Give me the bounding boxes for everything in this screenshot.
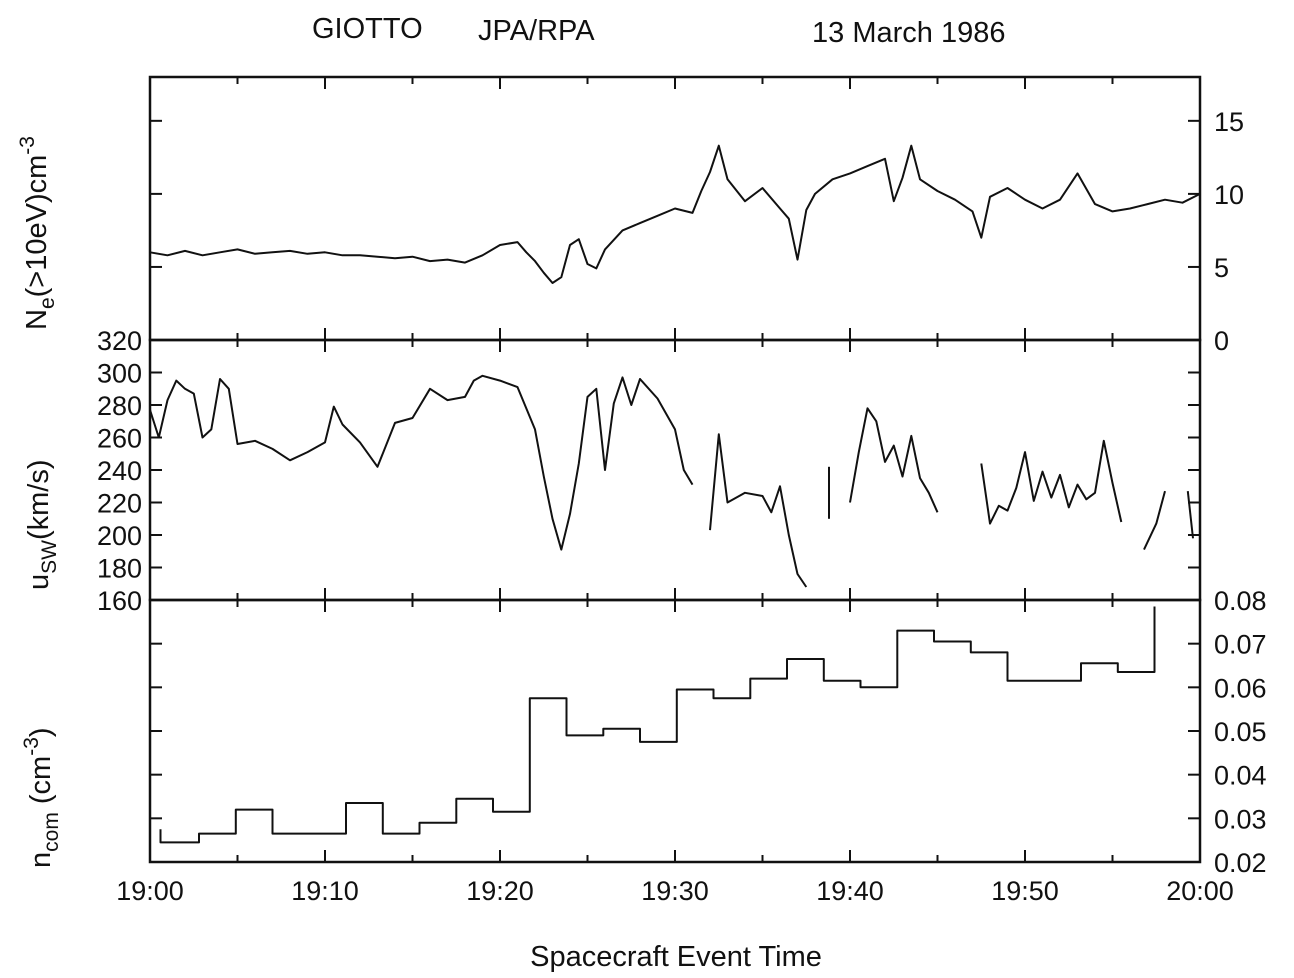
y-tick-label: 300 bbox=[97, 359, 142, 389]
data-line-segment bbox=[709, 433, 808, 588]
y-tick-label: 160 bbox=[97, 586, 142, 616]
y-axis-label-solar-wind-speed: uSW(km/s) bbox=[23, 460, 61, 591]
y-axis-label-cometary-ion-density: ncom (cm-3) bbox=[20, 727, 63, 868]
y-tick-label: 220 bbox=[97, 489, 142, 519]
y-tick-label: 0.04 bbox=[1214, 761, 1267, 791]
y-tick-label: 260 bbox=[97, 424, 142, 454]
y-tick-label: 240 bbox=[97, 456, 142, 486]
y-tick-label: 15 bbox=[1214, 107, 1244, 137]
y-tick-label: 200 bbox=[97, 521, 142, 551]
data-line bbox=[149, 144, 1201, 284]
y-tick-label: 280 bbox=[97, 391, 142, 421]
x-tick-label: 20:00 bbox=[1166, 876, 1234, 906]
y-tick-label: 180 bbox=[97, 554, 142, 584]
y-tick-label: 0.02 bbox=[1214, 848, 1267, 878]
x-tick-label: 19:40 bbox=[816, 876, 884, 906]
y-tick-label: 320 bbox=[97, 326, 142, 356]
y-tick-label: 0.05 bbox=[1214, 717, 1267, 747]
x-axis-label: Spacecraft Event Time bbox=[530, 941, 822, 973]
header-date: 13 March 1986 bbox=[812, 17, 1005, 49]
panel-cometary-ion-density: 0.02 0.03 0.04 0.05 0.06 0.07 0.08 19:00 19:10 19… bbox=[116, 586, 1266, 906]
data-line-segment bbox=[1186, 490, 1194, 539]
y-tick-label: 0.06 bbox=[1214, 673, 1267, 703]
data-line-segment bbox=[149, 374, 694, 551]
data-line-segment bbox=[849, 407, 939, 513]
data-line-segment bbox=[980, 439, 1123, 525]
y-tick-label: 0 bbox=[1214, 326, 1229, 356]
data-step-line bbox=[159, 606, 1156, 844]
data-line-segment bbox=[1143, 490, 1166, 551]
x-tick-label: 19:00 bbox=[116, 876, 184, 906]
y-axis-label-electron-density: Ne(>10eV)cm-3 bbox=[16, 136, 59, 330]
panel-frame bbox=[148, 338, 1202, 602]
x-tick-label: 19:50 bbox=[991, 876, 1059, 906]
y-tick-label: 10 bbox=[1214, 180, 1244, 210]
header-instrument: JPA/RPA bbox=[478, 15, 595, 47]
header-spacecraft: GIOTTO bbox=[312, 13, 423, 45]
panel-frame bbox=[148, 598, 1202, 864]
y-tick-label: 0.03 bbox=[1214, 804, 1267, 834]
x-tick-label: 19:30 bbox=[641, 876, 709, 906]
x-tick-label: 19:20 bbox=[466, 876, 534, 906]
x-tick-label: 19:10 bbox=[291, 876, 359, 906]
panel-electron-density: 0 5 10 15 bbox=[148, 75, 1244, 356]
y-tick-label: 5 bbox=[1214, 253, 1229, 283]
y-tick-label: 0.07 bbox=[1214, 630, 1267, 660]
y-tick-label: 0.08 bbox=[1214, 586, 1267, 616]
